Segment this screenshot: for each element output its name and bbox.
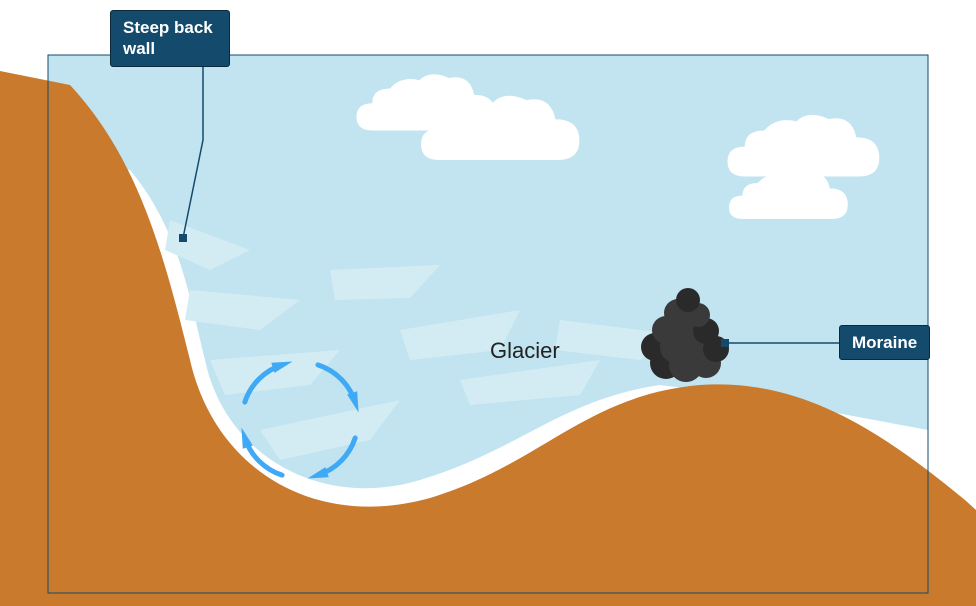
diagram-canvas: Steep backwall Glacier Moraine [0, 0, 976, 606]
diagram-svg [0, 0, 976, 606]
label-moraine: Moraine [839, 325, 930, 360]
label-steep-back-wall: Steep backwall [110, 10, 230, 67]
label-glacier: Glacier [490, 338, 560, 364]
